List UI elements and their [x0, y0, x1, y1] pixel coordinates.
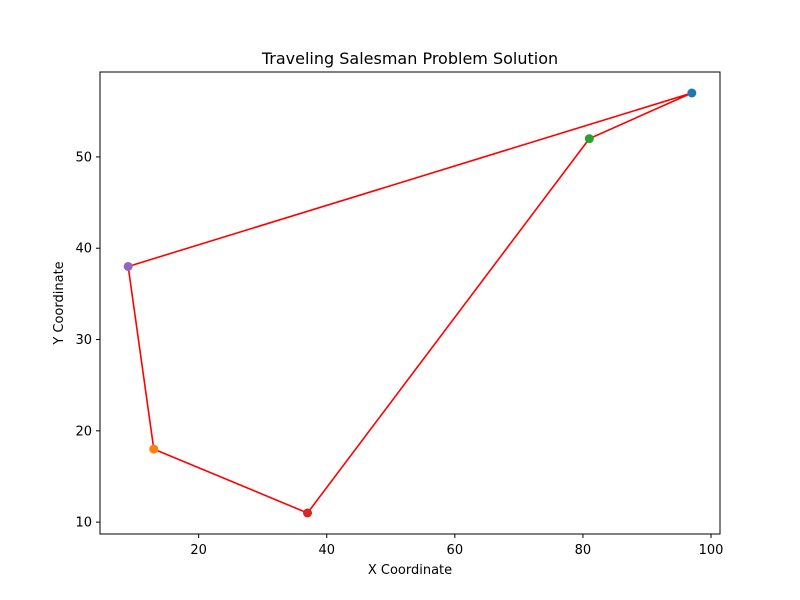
chart-title: Traveling Salesman Problem Solution	[261, 49, 558, 68]
y-tick-label: 40	[75, 242, 92, 257]
x-tick-label: 80	[575, 543, 592, 558]
x-axis-label: X Coordinate	[368, 563, 452, 578]
x-axis: 20 40 60 80 100	[190, 534, 723, 558]
city-point-1	[687, 88, 697, 98]
city-point-4	[303, 508, 313, 518]
y-tick-label: 20	[75, 424, 92, 439]
plot-frame	[99, 71, 721, 535]
cities-layer	[123, 88, 697, 518]
city-point-5	[123, 261, 133, 271]
x-tick-label: 100	[699, 543, 724, 558]
city-point-3	[584, 134, 594, 144]
x-tick-label: 40	[318, 543, 335, 558]
y-axis-label: Y Coordinate	[52, 261, 67, 345]
y-tick-label: 10	[75, 516, 92, 531]
x-tick-label: 60	[447, 543, 464, 558]
y-tick-label: 50	[75, 150, 92, 165]
route-layer	[127, 92, 693, 514]
route-line	[127, 92, 693, 514]
y-tick-label: 30	[75, 333, 92, 348]
x-tick-label: 20	[190, 543, 207, 558]
city-point-2	[149, 444, 159, 454]
y-axis: 10 20 30 40 50	[75, 150, 100, 531]
